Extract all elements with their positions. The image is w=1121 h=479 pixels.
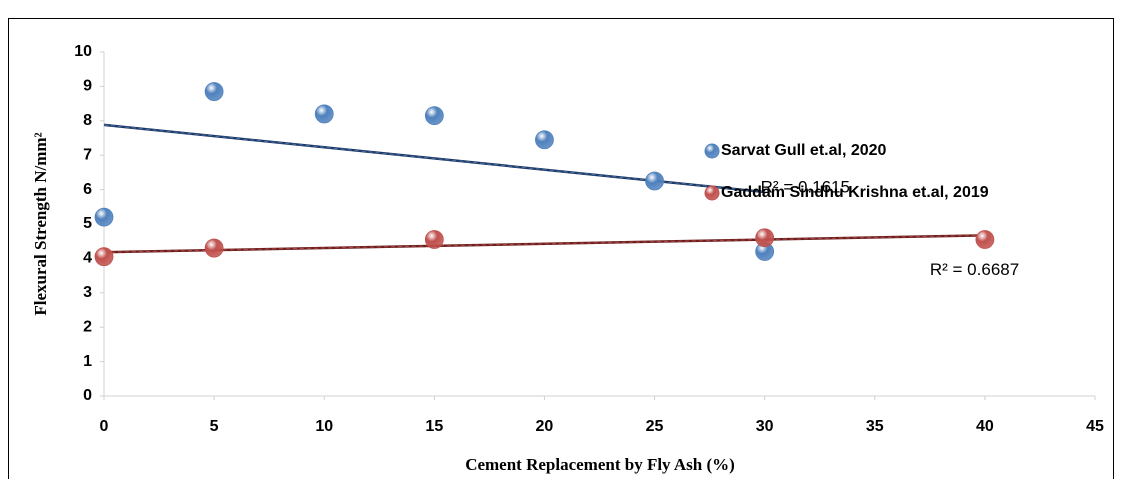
y-tick-label: 6	[83, 181, 92, 198]
point	[94, 207, 114, 227]
point	[535, 130, 554, 150]
x-tick-label: 40	[976, 418, 994, 435]
x-tick-label: 5	[210, 418, 219, 435]
y-tick-label: 1	[83, 353, 92, 370]
point	[204, 238, 224, 258]
r-squared: R² = 0.1615	[761, 177, 850, 196]
point	[755, 228, 775, 248]
y-tick-label: 2	[83, 318, 92, 335]
chart-border	[8, 18, 1114, 479]
y-tick-label: 8	[83, 112, 92, 129]
x-tick-label: 20	[536, 418, 554, 435]
y-tick-label: 5	[83, 215, 92, 232]
y-tick-label: 7	[83, 146, 92, 163]
y-tick-label: 0	[83, 387, 92, 404]
point	[314, 104, 334, 124]
y-tick-label: 9	[83, 78, 92, 95]
x-tick-label: 30	[756, 418, 774, 435]
point	[424, 106, 444, 126]
y-tick-label: 3	[83, 284, 92, 301]
x-tick-label: 35	[866, 418, 884, 435]
legend-marker	[704, 143, 720, 159]
x-tick-label: 25	[646, 418, 664, 435]
point	[645, 171, 664, 191]
point	[424, 230, 444, 249]
x-tick-label: 10	[315, 418, 333, 435]
x-tick-label: 45	[1086, 418, 1104, 435]
legend-label: Gaddam Sindhu Krishna et.al, 2019	[721, 184, 989, 201]
r-squared: R² = 0.6687	[930, 260, 1019, 279]
legend-marker	[704, 185, 720, 201]
x-tick-label: 15	[425, 418, 443, 435]
point	[94, 247, 114, 267]
legend-label: Sarvat Gull et.al, 2020	[721, 142, 887, 159]
x-tick-label: 0	[100, 418, 109, 435]
x-axis-title: Cement Replacement by Fly Ash (%)	[465, 455, 735, 474]
y-tick-label: 4	[83, 250, 92, 267]
point	[975, 230, 995, 249]
trendline	[103, 234, 985, 254]
y-tick-label: 10	[74, 43, 92, 60]
point	[204, 82, 224, 101]
y-axis-title: Flexural Strength N/mm²	[31, 132, 50, 315]
